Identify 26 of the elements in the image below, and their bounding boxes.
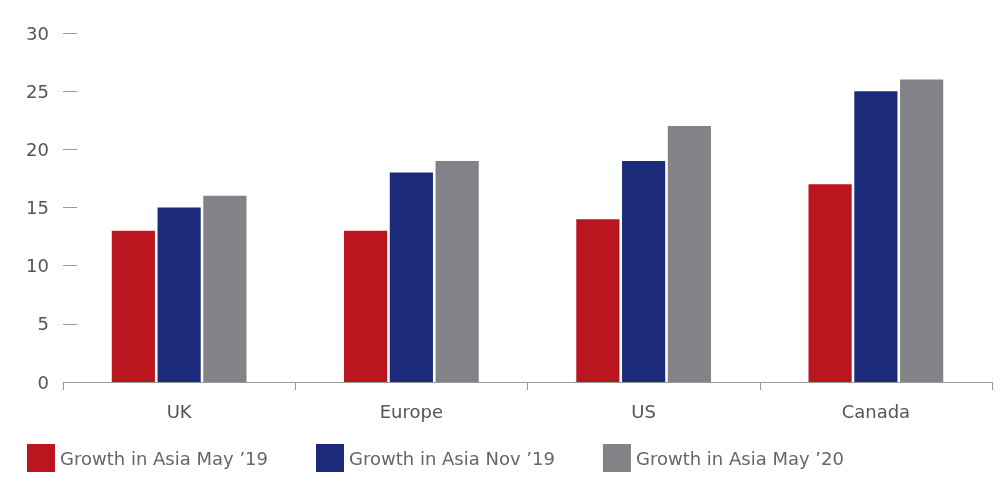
bar xyxy=(157,207,201,382)
bar xyxy=(435,160,479,382)
x-tick-label: Europe xyxy=(379,400,444,422)
y-tick-label: 30 xyxy=(26,22,49,44)
bar xyxy=(389,172,433,382)
y-tick-label: 0 xyxy=(37,371,49,393)
y-tick-label: 15 xyxy=(26,197,49,218)
bar xyxy=(576,219,620,382)
y-tick-label: 20 xyxy=(26,138,49,160)
bar xyxy=(111,230,155,382)
y-tick-label: 25 xyxy=(26,80,49,102)
bar xyxy=(622,160,666,382)
x-tick-label: Canada xyxy=(841,400,911,422)
x-tick-label: UK xyxy=(166,400,193,422)
legend-label: Growth in Asia Nov ’19 xyxy=(349,447,555,469)
bar xyxy=(808,184,852,382)
bar xyxy=(667,126,711,382)
bar xyxy=(203,195,247,382)
y-tick-label: 10 xyxy=(26,255,49,277)
bar xyxy=(900,79,944,382)
legend-label: Growth in Asia May ’20 xyxy=(635,447,844,469)
bar xyxy=(344,230,388,382)
legend-label: Growth in Asia May ’19 xyxy=(60,447,269,469)
bar xyxy=(854,91,898,382)
x-tick-label: US xyxy=(631,400,656,422)
y-tick-label: 5 xyxy=(37,313,49,335)
